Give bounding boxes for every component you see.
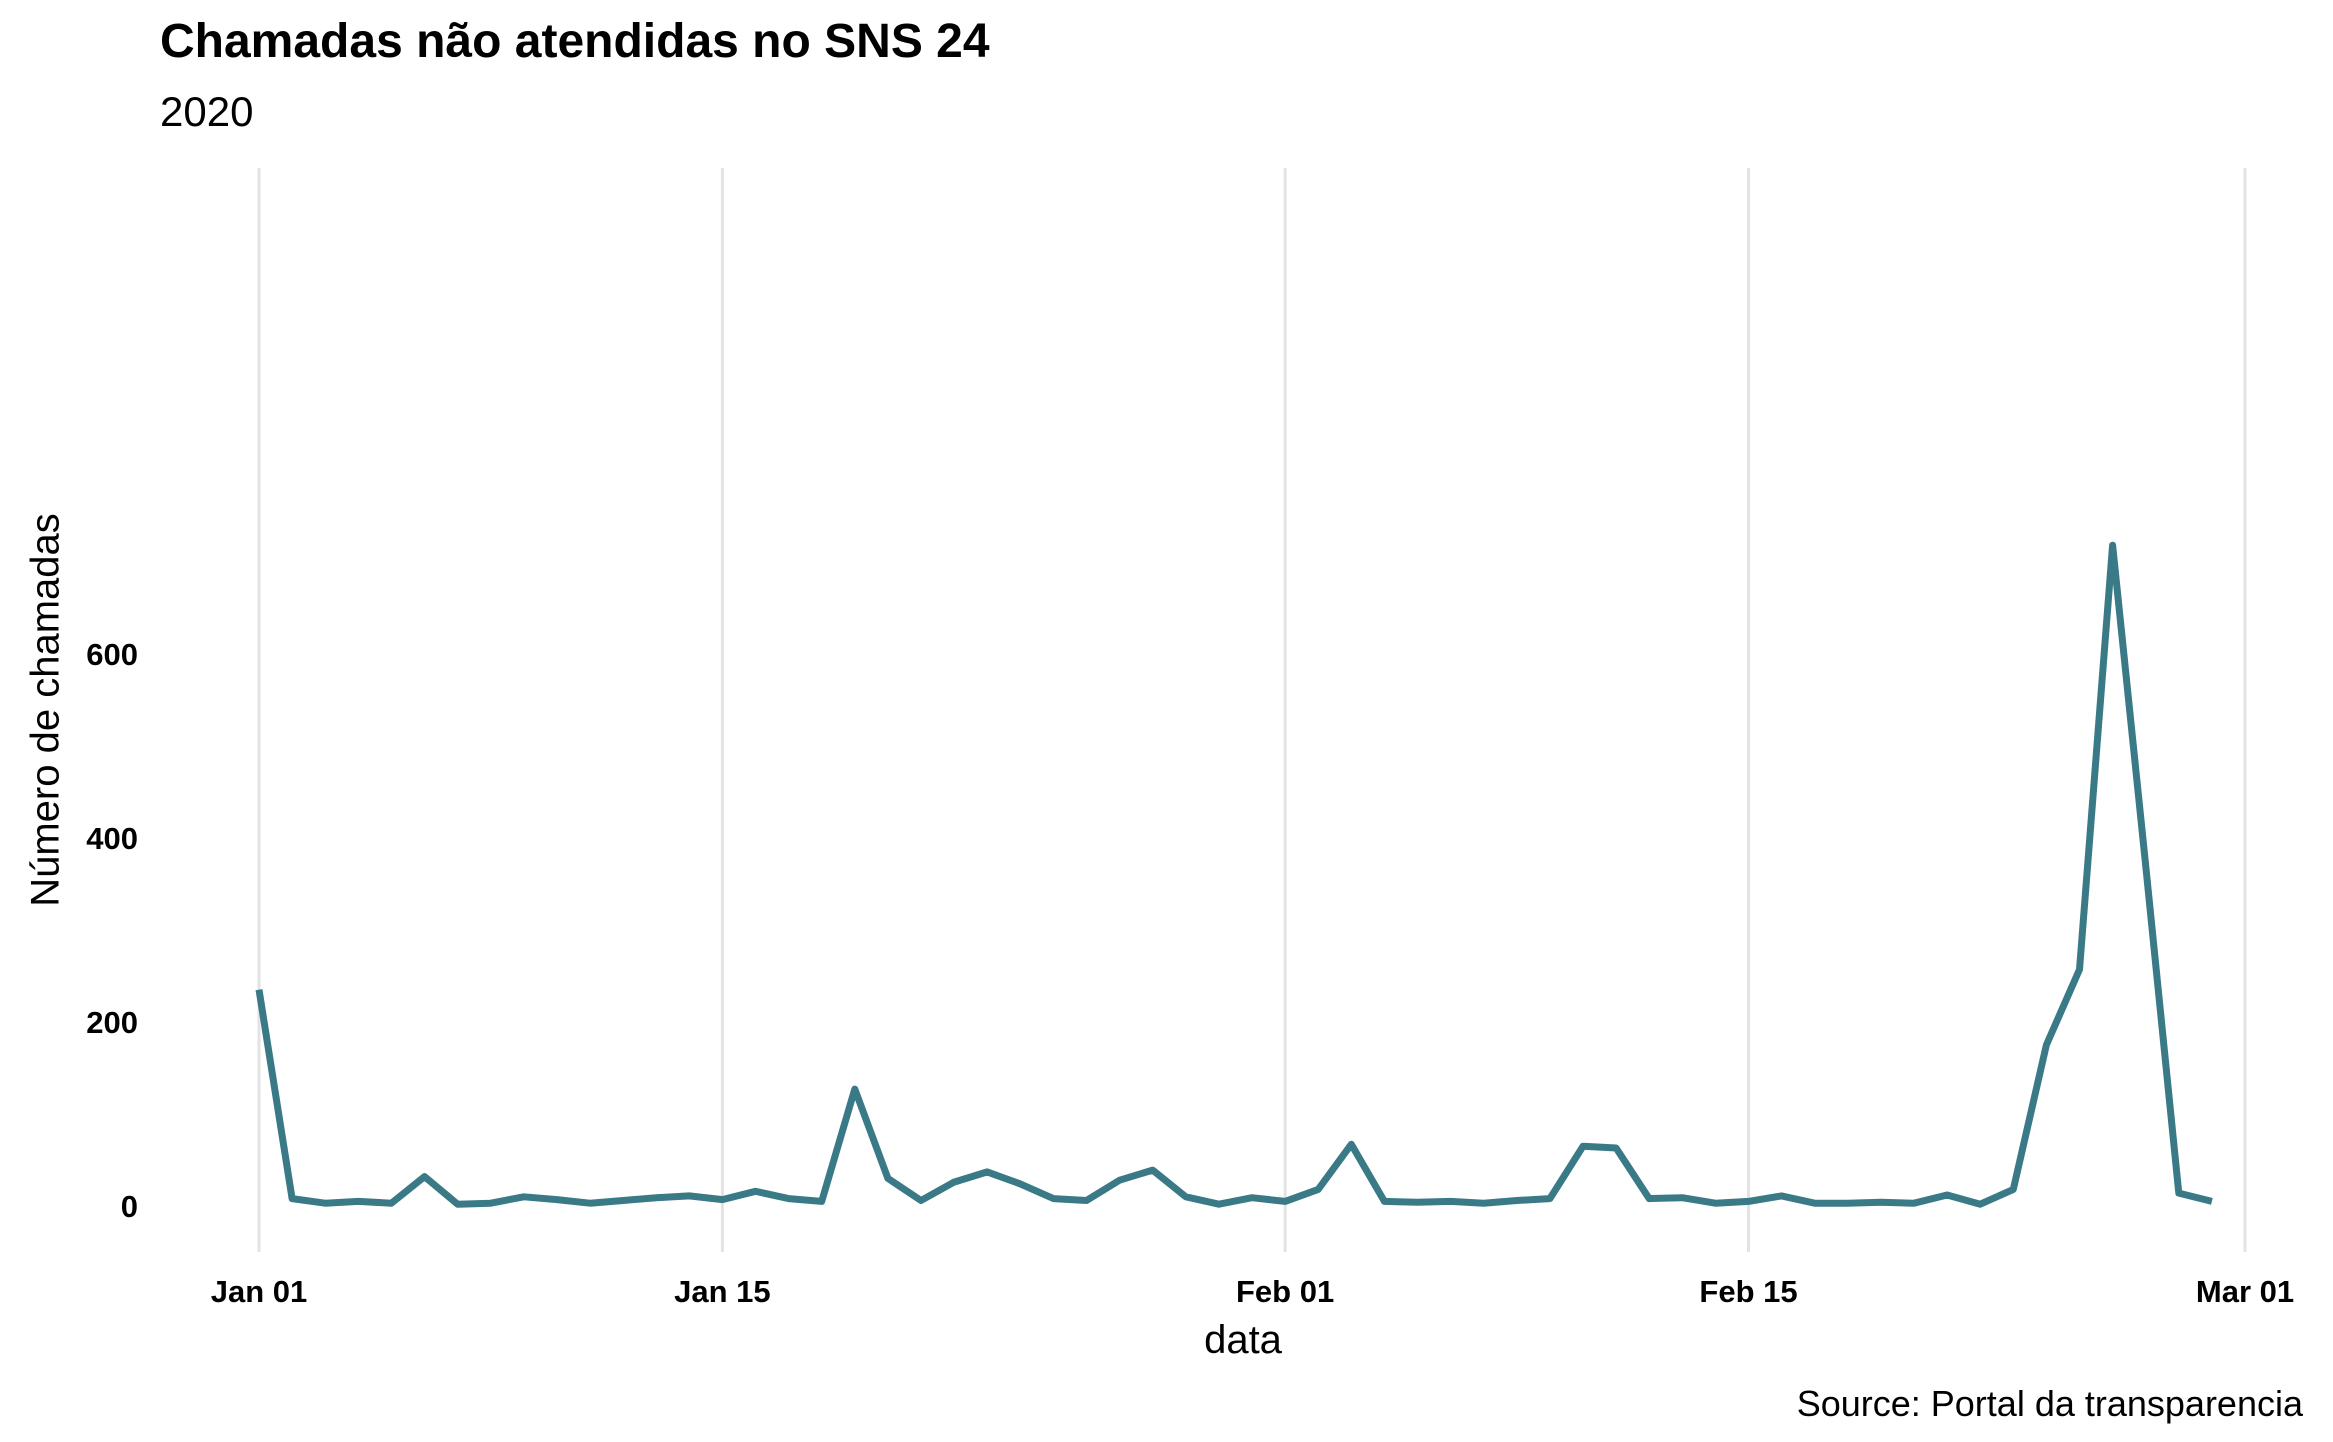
x-tick-label: Feb 01 — [1236, 1274, 1334, 1309]
data-point — [2010, 1186, 2016, 1192]
data-point — [1415, 1199, 1421, 1205]
x-axis-label: data — [1204, 1318, 1282, 1362]
x-tick-label: Mar 01 — [2196, 1274, 2294, 1309]
data-point — [1746, 1198, 1752, 1204]
series-line — [255, 541, 2213, 1208]
data-point — [2176, 1190, 2182, 1196]
y-tick-label: 200 — [86, 1005, 138, 1040]
data-point — [2143, 862, 2149, 868]
data-point — [422, 1174, 428, 1180]
data-point — [819, 1198, 825, 1204]
data-point — [1315, 1186, 1321, 1192]
data-point — [455, 1201, 461, 1207]
data-point — [1481, 1200, 1487, 1206]
data-point — [686, 1193, 692, 1199]
data-point — [1150, 1167, 1156, 1173]
data-point — [2110, 542, 2116, 548]
chart-subtitle: 2020 — [160, 88, 254, 135]
data-point — [719, 1197, 725, 1203]
data-point — [322, 1200, 328, 1206]
data-point — [1679, 1195, 1685, 1201]
data-point — [951, 1179, 957, 1185]
x-tick-labels: Jan 01 Jan 15 Feb 01 Feb 15 Mar 01 — [211, 1274, 2294, 1309]
data-point — [587, 1200, 593, 1206]
data-point — [256, 987, 262, 993]
data-point — [1878, 1199, 1884, 1205]
data-point — [388, 1200, 394, 1206]
data-point — [1282, 1198, 1288, 1204]
data-point — [1117, 1177, 1123, 1183]
data-point — [753, 1188, 759, 1194]
data-point — [620, 1197, 626, 1203]
data-point — [2209, 1198, 2215, 1204]
y-tick-label: 600 — [86, 637, 138, 672]
data-point — [1613, 1145, 1619, 1151]
data-point — [1348, 1141, 1354, 1147]
x-gridlines — [257, 168, 2247, 1252]
data-point — [355, 1198, 361, 1204]
data-point — [1514, 1197, 1520, 1203]
y-tick-labels: 0 200 400 600 — [86, 637, 138, 1224]
x-tick-label: Jan 15 — [674, 1274, 771, 1309]
data-point — [1084, 1197, 1090, 1203]
y-tick-label: 0 — [121, 1189, 138, 1224]
data-point — [1017, 1181, 1023, 1187]
data-point — [1944, 1192, 1950, 1198]
data-points — [256, 542, 2215, 1207]
data-point — [1779, 1193, 1785, 1199]
data-point — [1547, 1196, 1553, 1202]
data-point — [1183, 1194, 1189, 1200]
data-point — [1712, 1200, 1718, 1206]
data-point — [1580, 1143, 1586, 1149]
source-caption: Source: Portal da transparencia — [1796, 1383, 2303, 1424]
data-point — [1646, 1196, 1652, 1202]
data-point — [2043, 1042, 2049, 1048]
y-axis-label: Número de chamadas — [23, 513, 68, 907]
data-point — [1249, 1195, 1255, 1201]
data-point — [885, 1175, 891, 1181]
data-point — [918, 1197, 924, 1203]
data-point — [1977, 1201, 1983, 1207]
data-point — [786, 1196, 792, 1202]
data-point — [984, 1169, 990, 1175]
data-point — [2077, 966, 2083, 972]
y-tick-label: 400 — [86, 821, 138, 856]
data-point — [1216, 1201, 1222, 1207]
x-tick-label: Feb 15 — [1699, 1274, 1797, 1309]
data-point — [1381, 1198, 1387, 1204]
chart-title: Chamadas não atendidas no SNS 24 — [160, 15, 990, 68]
data-point — [289, 1196, 295, 1202]
data-point — [1911, 1200, 1917, 1206]
data-point — [1845, 1200, 1851, 1206]
data-point — [1448, 1198, 1454, 1204]
data-point — [521, 1194, 527, 1200]
data-point — [653, 1195, 659, 1201]
data-point — [488, 1200, 494, 1206]
data-point — [852, 1086, 858, 1092]
x-tick-label: Jan 01 — [211, 1274, 308, 1309]
data-point — [1812, 1200, 1818, 1206]
data-point — [1050, 1196, 1056, 1202]
data-point — [554, 1197, 560, 1203]
